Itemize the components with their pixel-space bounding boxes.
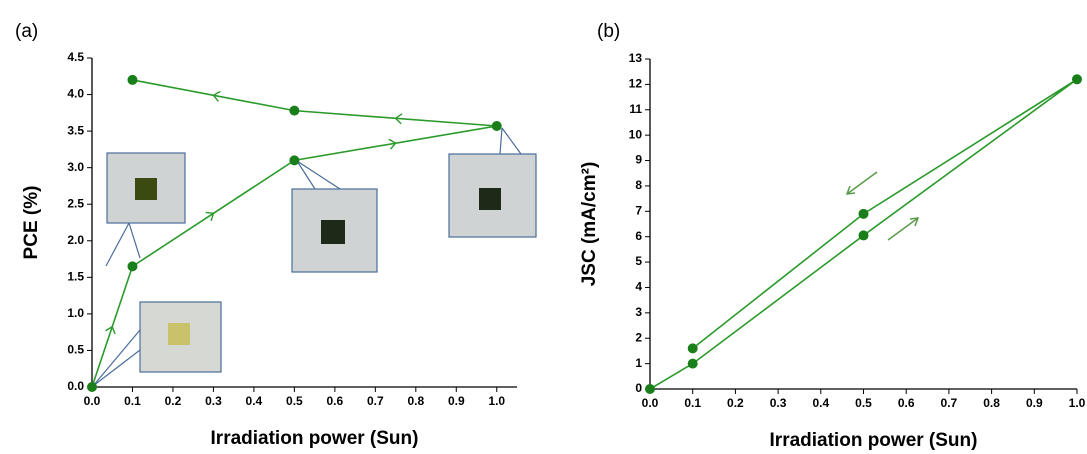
y-tick-label: 0.0 <box>67 379 84 393</box>
y-tick-label: 8 <box>635 178 642 192</box>
y-tick-label: 7 <box>635 203 642 217</box>
point <box>127 74 138 85</box>
point <box>1072 74 1082 85</box>
point <box>687 358 698 369</box>
panel-label: (a) <box>15 21 38 42</box>
x-tick-label: 0.5 <box>286 394 303 408</box>
y-tick-label: 0.5 <box>67 343 84 357</box>
arrow <box>846 171 878 195</box>
callout <box>501 127 522 155</box>
y-tick-label: 11 <box>629 102 642 116</box>
direction-chevron <box>394 113 403 125</box>
arrow-head <box>845 185 856 195</box>
y-tick-label: 3.0 <box>67 160 84 174</box>
inset-cell <box>479 188 501 210</box>
x-axis-label: Irradiation power (Sun) <box>770 430 978 451</box>
callout <box>128 222 141 259</box>
inset-cell <box>321 220 345 244</box>
x-tick-label: 0.9 <box>1026 396 1043 410</box>
x-tick-label: 0.0 <box>642 396 659 410</box>
x-tick-label: 0.4 <box>812 396 829 410</box>
line <box>649 78 1078 390</box>
direction-chevron <box>388 138 397 150</box>
y-tick-label: 2 <box>635 330 642 344</box>
x-tick-label: 0.8 <box>407 394 424 408</box>
x-axis-label: Irradiation power (Sun) <box>211 428 419 449</box>
point <box>87 382 97 392</box>
arrow <box>887 217 919 241</box>
point <box>645 384 655 394</box>
y-tick-label: 9 <box>635 153 642 167</box>
y-tick-label: 12 <box>629 77 643 91</box>
x-tick-label: 0.3 <box>770 396 787 410</box>
point <box>289 155 300 166</box>
callout <box>92 329 141 387</box>
y-tick-label: 4.0 <box>67 87 84 101</box>
x-tick-label: 0.6 <box>898 396 915 410</box>
y-tick-label: 3.5 <box>67 123 84 137</box>
point <box>491 120 502 131</box>
direction-chevron <box>105 325 116 335</box>
insets <box>92 127 537 387</box>
y-tick-label: 4 <box>635 280 642 294</box>
x-tick-label: 0.2 <box>165 394 182 408</box>
x-tick-label: 0.7 <box>367 394 384 408</box>
point <box>289 105 300 116</box>
y-tick-label: 5 <box>635 254 642 268</box>
point <box>858 230 869 241</box>
y-tick-label: 1.5 <box>67 270 84 284</box>
x-tick-label: 0.1 <box>684 396 701 410</box>
x-tick-label: 0.7 <box>941 396 958 410</box>
callout <box>105 222 130 267</box>
x-tick-label: 0.9 <box>448 394 465 408</box>
y-tick-label: 10 <box>629 127 643 141</box>
y-tick-label: 2.0 <box>67 233 84 247</box>
x-tick-label: 0.8 <box>983 396 1000 410</box>
x-tick-label: 1.0 <box>488 394 505 408</box>
inset-cell <box>135 178 157 200</box>
y-tick-label: 1.0 <box>67 306 84 320</box>
x-tick-label: 0.0 <box>84 394 101 408</box>
y-tick-label: 6 <box>635 229 642 243</box>
y-tick-label: 3 <box>635 305 642 319</box>
x-tick-label: 0.2 <box>727 396 744 410</box>
arrow-head <box>909 217 920 227</box>
callout <box>296 160 341 190</box>
x-tick-label: 1.0 <box>1069 396 1086 410</box>
x-tick-label: 0.4 <box>246 394 263 408</box>
y-tick-label: 4.5 <box>67 50 84 64</box>
y-tick-label: 2.5 <box>67 196 84 210</box>
y-tick-label: 1 <box>635 356 642 370</box>
callout <box>499 127 503 155</box>
x-tick-label: 0.5 <box>855 396 872 410</box>
y-tick-label: 13 <box>629 51 643 65</box>
direction-chevron <box>205 211 215 222</box>
inset-cell <box>168 323 190 345</box>
x-tick-label: 0.6 <box>327 394 344 408</box>
y-axis-label: PCE (%) <box>21 186 42 260</box>
panel-label: (b) <box>597 21 620 42</box>
y-axis-label: JSC (mA/cm²) <box>579 162 600 287</box>
direction-chevron <box>212 90 221 102</box>
y-tick-label: 0 <box>635 381 642 395</box>
callout <box>296 160 316 190</box>
direction-arrows <box>845 171 920 241</box>
point <box>127 261 138 272</box>
x-tick-label: 0.3 <box>205 394 222 408</box>
x-tick-label: 0.1 <box>124 394 141 408</box>
callout <box>92 349 141 387</box>
point <box>687 343 698 354</box>
point <box>858 208 869 219</box>
